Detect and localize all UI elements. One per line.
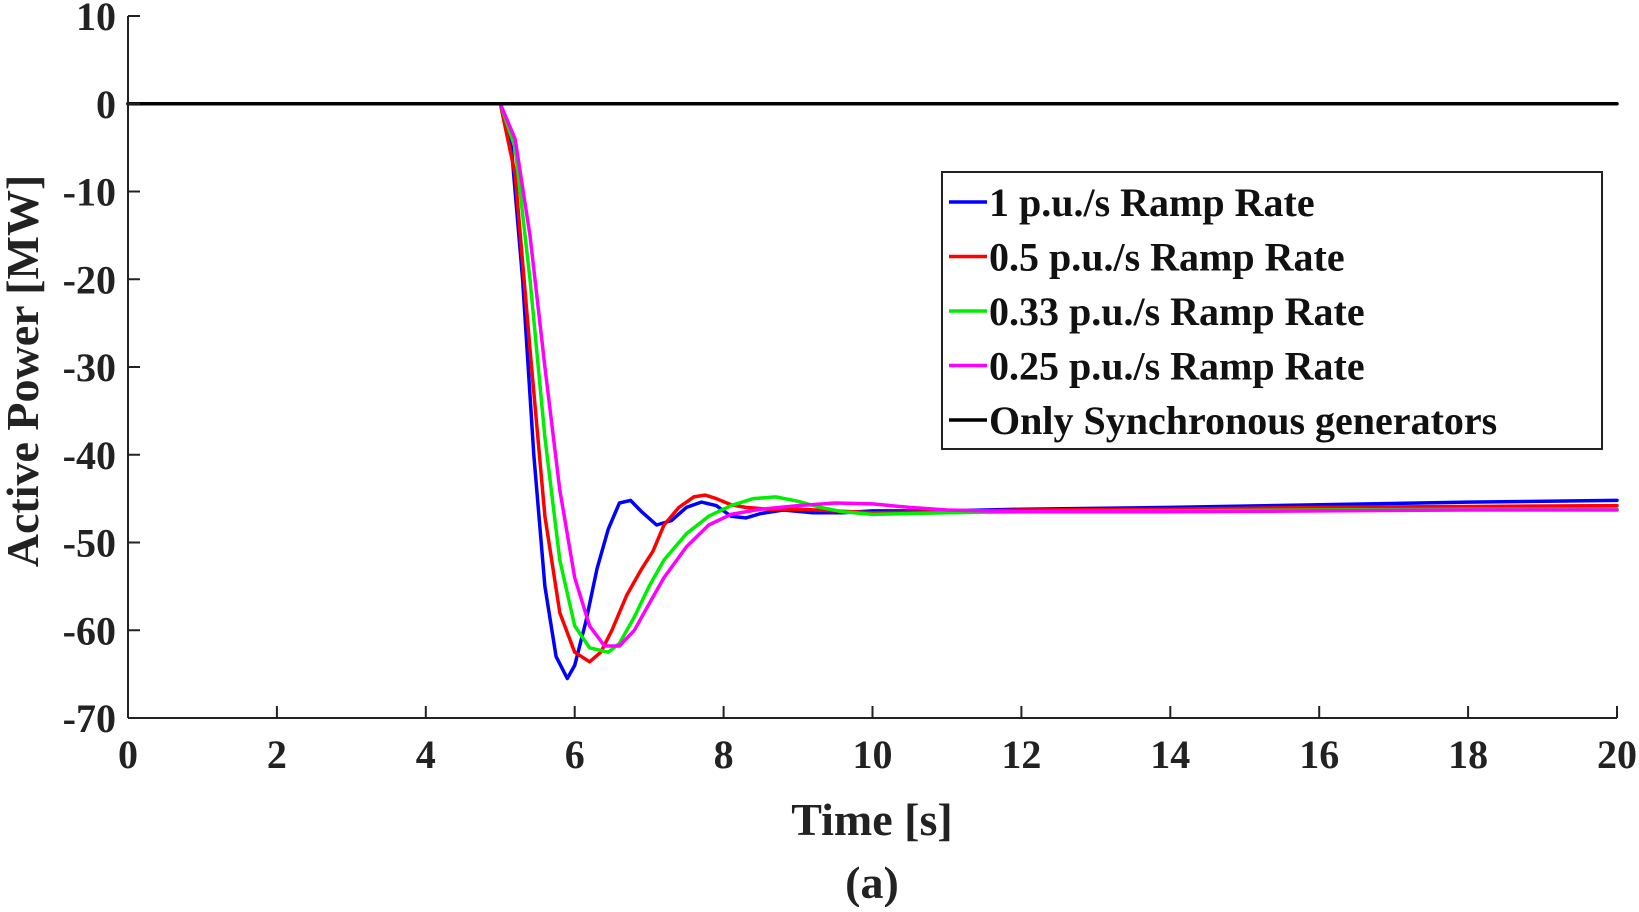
x-tick-label: 2 — [267, 732, 287, 777]
legend-label-1: 1 p.u./s Ramp Rate — [989, 180, 1315, 225]
y-tick-label: -60 — [63, 608, 116, 653]
x-tick-label: 10 — [853, 732, 893, 777]
legend-label-4: 0.25 p.u./s Ramp Rate — [989, 344, 1365, 389]
y-axis-title: Active Power [MW] — [0, 175, 48, 568]
x-tick-label: 0 — [118, 732, 138, 777]
y-tick-label: -30 — [63, 345, 116, 390]
legend-box — [941, 171, 1603, 450]
legend-label-2: 0.5 p.u./s Ramp Rate — [989, 235, 1345, 280]
legend-label-5: Only Synchronous generators — [989, 398, 1497, 443]
series-line-4 — [126, 102, 1619, 648]
figure-caption: (a) — [845, 857, 899, 907]
y-tick-label: -20 — [63, 257, 116, 302]
x-tick-label: 4 — [416, 732, 436, 777]
x-axis-title: Time [s] — [791, 794, 952, 845]
y-tick-label: 0 — [96, 82, 116, 127]
x-tick-label: 16 — [1299, 732, 1339, 777]
series-layer — [126, 102, 1619, 681]
x-tick-label: 12 — [1001, 732, 1041, 777]
y-tick-label: -40 — [63, 433, 116, 478]
legend-label-3: 0.33 p.u./s Ramp Rate — [989, 289, 1365, 334]
y-tick-label: 10 — [76, 0, 116, 39]
x-tick-label: 18 — [1448, 732, 1488, 777]
y-tick-label: -70 — [63, 696, 116, 741]
legend: 1 p.u./s Ramp Rate 0.5 p.u./s Ramp Rate 0.… — [941, 171, 1603, 450]
y-tick-label: -50 — [63, 521, 116, 566]
x-tick-label: 20 — [1597, 732, 1637, 777]
x-tick-label: 8 — [714, 732, 734, 777]
x-tick-label: 6 — [565, 732, 585, 777]
ticks-layer: 0 2 4 6 8 10 12 14 16 18 20 10 0 -10 -20 -30 -40 -50 -60 -7… — [63, 0, 1637, 777]
y-tick-label: -10 — [63, 170, 116, 215]
x-tick-label: 14 — [1150, 732, 1190, 777]
